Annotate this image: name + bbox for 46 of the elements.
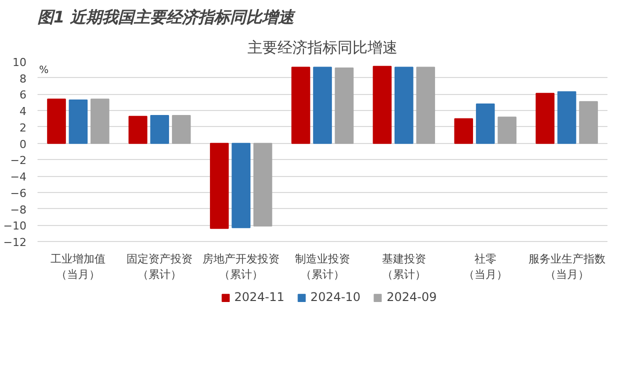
x-tick-label: 制造业投资（累计） bbox=[295, 252, 350, 282]
bar bbox=[334, 68, 354, 144]
y-axis-title: % bbox=[39, 64, 49, 76]
bar bbox=[253, 142, 272, 226]
y-tick-label: −12 bbox=[3, 236, 27, 249]
bar bbox=[210, 142, 229, 229]
bar bbox=[291, 66, 310, 144]
y-tick-label: −2 bbox=[10, 154, 27, 168]
bar bbox=[68, 99, 88, 144]
y-tick-label: −10 bbox=[3, 220, 27, 233]
legend-label: 2024-11 bbox=[234, 290, 284, 304]
bar bbox=[172, 115, 191, 144]
x-tick-label: 基建投资（累计） bbox=[382, 252, 426, 282]
bar bbox=[394, 66, 414, 144]
y-tick-label: 10 bbox=[12, 56, 27, 69]
bar bbox=[313, 66, 332, 144]
legend-label: 2024-09 bbox=[386, 290, 437, 304]
y-tick-label: −4 bbox=[10, 170, 27, 184]
chart-subtitle: 主要经济指标同比增速 bbox=[248, 38, 398, 56]
bar bbox=[454, 118, 474, 144]
y-tick-label: −8 bbox=[10, 203, 27, 216]
x-tick-label: 房地产开发投资（累计） bbox=[202, 252, 280, 282]
y-tick-label: −6 bbox=[10, 186, 27, 200]
bar bbox=[232, 142, 250, 228]
y-tick-label: 0 bbox=[20, 138, 26, 151]
x-tick-label: 社零（当月） bbox=[463, 252, 508, 282]
bar bbox=[498, 116, 516, 144]
bar bbox=[476, 104, 495, 144]
x-tick-label: 服务业生产指数（当月） bbox=[528, 252, 606, 282]
legend-label: 2024-10 bbox=[310, 290, 361, 304]
bar bbox=[536, 92, 554, 144]
y-tick-label: 6 bbox=[20, 88, 26, 102]
bar bbox=[128, 116, 148, 144]
y-tick-label: 8 bbox=[20, 72, 26, 86]
bar bbox=[372, 66, 392, 144]
bar bbox=[416, 66, 436, 144]
bar bbox=[557, 91, 576, 144]
chart-title: 图1 近期我国主要经济指标同比增速 bbox=[38, 8, 296, 26]
y-tick-label: 2 bbox=[20, 121, 26, 134]
bar bbox=[47, 98, 66, 144]
x-tick-label: 固定资产投资（累计） bbox=[126, 252, 193, 282]
x-tick-label: 工业增加值（当月） bbox=[50, 252, 106, 282]
bar bbox=[150, 115, 170, 144]
bar bbox=[90, 98, 110, 144]
bar bbox=[579, 101, 598, 144]
y-tick-label: 4 bbox=[20, 105, 26, 118]
